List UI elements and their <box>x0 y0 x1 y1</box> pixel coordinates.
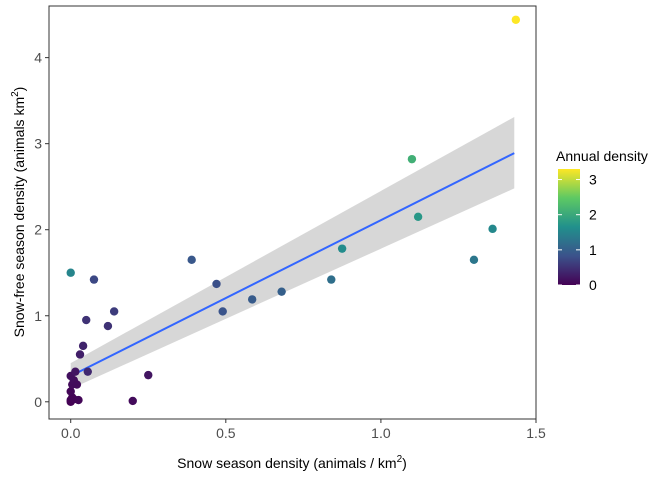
trend-line <box>70 152 515 377</box>
data-point <box>66 387 75 396</box>
data-point <box>71 367 80 376</box>
data-point <box>212 279 221 289</box>
confidence-band-layer <box>70 116 515 389</box>
y-tick-label: 0 <box>34 394 42 410</box>
data-point <box>109 307 119 316</box>
x-tick-label: 1.5 <box>526 425 546 441</box>
legend-tick-label: 3 <box>589 172 597 188</box>
confidence-band <box>70 116 515 389</box>
legend-tick-label: 1 <box>589 242 597 258</box>
x-tick-label: 0.0 <box>61 425 81 441</box>
legend-tick-label: 2 <box>589 207 597 223</box>
x-axis-ticks: 0.0 0.5 1.0 1.5 <box>61 419 546 441</box>
color-legend: Annual density 0 1 2 3 <box>556 148 648 293</box>
y-axis-ticks: 0 1 2 3 4 <box>34 50 49 410</box>
y-tick-label: 3 <box>34 136 42 152</box>
trend-line-layer <box>70 152 515 377</box>
data-point <box>469 255 479 265</box>
data-point <box>89 275 99 284</box>
data-point <box>82 315 91 325</box>
y-axis-title: Snow-free season density (animals km2) <box>10 87 27 338</box>
panel-border <box>48 5 537 420</box>
data-point <box>103 321 113 331</box>
data-point <box>83 367 92 376</box>
y-tick-label: 1 <box>34 308 42 324</box>
legend-title: Annual density <box>556 148 648 164</box>
legend-ticks: 0 1 2 3 <box>558 172 597 293</box>
legend-tick-label: 0 <box>589 277 597 293</box>
data-point <box>488 224 497 234</box>
data-point <box>75 350 85 359</box>
data-point <box>128 396 137 406</box>
x-tick-label: 1.0 <box>371 425 391 441</box>
data-point <box>66 268 75 277</box>
data-point <box>413 212 423 222</box>
data-point <box>72 380 82 389</box>
data-point <box>407 154 417 164</box>
data-point <box>144 370 153 380</box>
x-tick-label: 0.5 <box>216 425 236 441</box>
data-point <box>327 275 336 284</box>
y-tick-label: 2 <box>34 222 42 238</box>
data-points <box>66 15 521 406</box>
data-point <box>218 307 227 316</box>
data-point <box>187 255 196 265</box>
data-point <box>337 244 347 253</box>
data-point <box>78 341 88 351</box>
data-point <box>247 295 257 304</box>
y-tick-label: 4 <box>34 50 42 66</box>
x-axis-title: Snow season density (animals / km2) <box>177 454 407 471</box>
data-point <box>511 15 521 24</box>
legend-colorbar <box>558 169 580 285</box>
data-point <box>74 395 83 405</box>
data-point <box>277 287 286 296</box>
